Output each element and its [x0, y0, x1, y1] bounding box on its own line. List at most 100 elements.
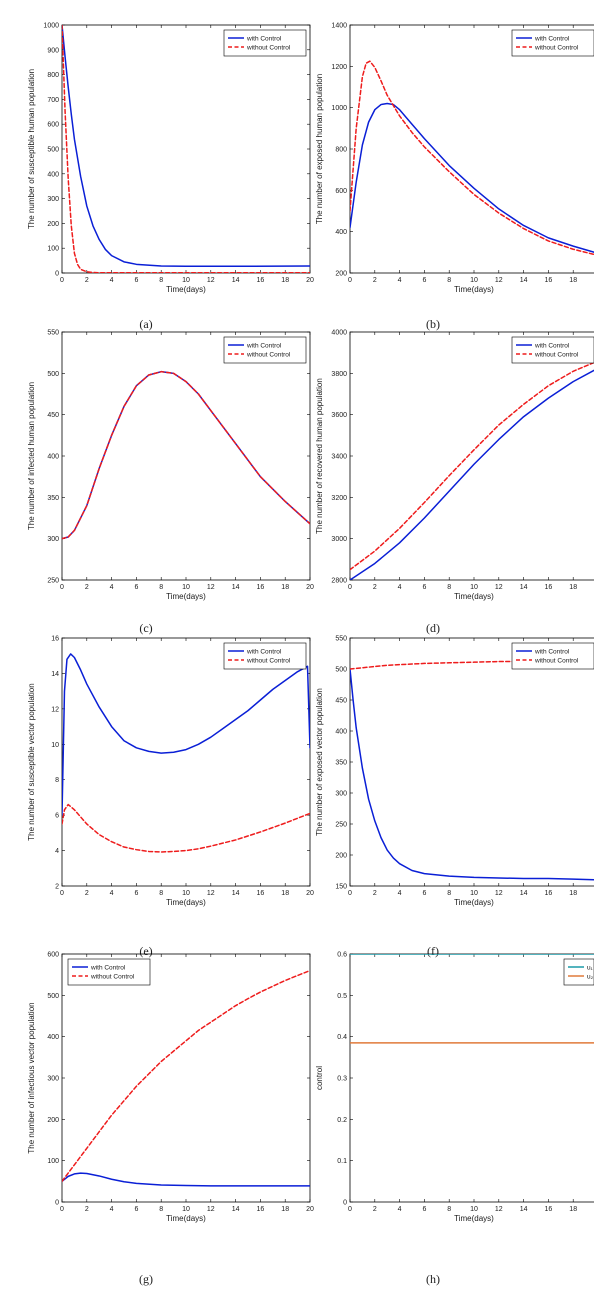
x-tick-label: 2 — [85, 277, 89, 284]
y-tick-label: 800 — [47, 72, 59, 79]
series-line-1 — [62, 370, 310, 540]
x-tick-label: 8 — [447, 890, 451, 897]
y-tick-label: 550 — [47, 330, 59, 337]
y-tick-label: 400 — [335, 729, 347, 736]
x-tick-label: 4 — [110, 277, 114, 284]
legend: u₁ u₂ — [563, 958, 594, 986]
legend: with Control without Control — [223, 29, 307, 57]
x-tick-label: 10 — [470, 277, 478, 284]
plot-frame — [61, 24, 311, 274]
x-tick-label: 4 — [398, 277, 402, 284]
legend-box — [67, 958, 151, 986]
x-tick-label: 10 — [182, 1206, 190, 1213]
x-tick-label: 0 — [60, 277, 64, 284]
x-tick-label: 8 — [159, 1206, 163, 1213]
x-tick-label: 6 — [134, 584, 138, 591]
x-axis-label: Time(days) — [454, 898, 494, 907]
y-tick-label: 400 — [47, 454, 59, 461]
x-tick-label: 8 — [159, 277, 163, 284]
y-tick-label: 6 — [55, 813, 59, 820]
y-tick-label: 450 — [335, 698, 347, 705]
x-tick-label: 16 — [257, 890, 265, 897]
x-tick-label: 12 — [207, 277, 215, 284]
x-tick-label: 16 — [545, 1206, 553, 1213]
x-tick-label: 0 — [60, 1206, 64, 1213]
legend-label: with Control — [534, 342, 570, 349]
x-tick-label: 14 — [232, 1206, 240, 1213]
y-axis-label: The number of susceptible vector populat… — [27, 683, 36, 840]
x-tick-label: 16 — [545, 890, 553, 897]
series-line-1 — [350, 668, 594, 881]
x-tick-label: 10 — [182, 277, 190, 284]
x-tick-label: 2 — [373, 890, 377, 897]
x-tick-label: 4 — [398, 584, 402, 591]
y-tick-label: 300 — [47, 536, 59, 543]
x-tick-label: 18 — [281, 277, 289, 284]
x-tick-label: 0 — [348, 890, 352, 897]
x-tick-label: 6 — [134, 277, 138, 284]
y-tick-label: 0.3 — [337, 1076, 347, 1083]
legend-label: with Control — [90, 964, 126, 971]
y-tick-label: 8 — [55, 777, 59, 784]
legend-label: with Control — [246, 342, 282, 349]
x-tick-label: 14 — [520, 890, 528, 897]
y-tick-label: 200 — [335, 853, 347, 860]
x-tick-label: 12 — [495, 584, 503, 591]
x-tick-label: 18 — [281, 584, 289, 591]
y-tick-label: 500 — [47, 371, 59, 378]
x-tick-label: 6 — [422, 584, 426, 591]
legend-label: with Control — [534, 35, 570, 42]
y-tick-label: 500 — [335, 667, 347, 674]
y-tick-label: 0.6 — [337, 952, 347, 959]
panel-caption: (e) — [139, 944, 152, 958]
x-tick-label: 20 — [306, 277, 314, 284]
y-axis-label: The number of recovered human population — [315, 378, 324, 534]
legend-label: with Control — [246, 35, 282, 42]
y-tick-label: 350 — [47, 495, 59, 502]
x-tick-label: 2 — [85, 1206, 89, 1213]
y-tick-label: 350 — [335, 760, 347, 767]
x-tick-label: 20 — [306, 890, 314, 897]
x-tick-label: 6 — [422, 1206, 426, 1213]
y-tick-label: 0 — [55, 271, 59, 278]
x-tick-label: 10 — [470, 1206, 478, 1213]
x-tick-label: 0 — [348, 1206, 352, 1213]
x-tick-label: 18 — [569, 277, 577, 284]
x-tick-label: 18 — [569, 584, 577, 591]
y-tick-label: 10 — [51, 742, 59, 749]
y-tick-label: 600 — [47, 122, 59, 129]
legend-box — [511, 642, 594, 670]
x-tick-label: 4 — [398, 890, 402, 897]
y-tick-label: 1400 — [331, 23, 347, 30]
y-tick-label: 250 — [335, 822, 347, 829]
x-tick-label: 2 — [85, 584, 89, 591]
x-tick-label: 18 — [569, 890, 577, 897]
x-tick-label: 10 — [470, 890, 478, 897]
y-tick-label: 300 — [47, 196, 59, 203]
x-tick-label: 2 — [373, 1206, 377, 1213]
y-axis-label: The number of infected human population — [27, 382, 36, 530]
x-tick-label: 8 — [447, 584, 451, 591]
y-tick-label: 700 — [47, 97, 59, 104]
x-axis-label: Time(days) — [454, 592, 494, 601]
panel-caption: (d) — [426, 621, 440, 635]
y-tick-label: 200 — [335, 271, 347, 278]
x-tick-label: 16 — [257, 1206, 265, 1213]
y-tick-label: 1200 — [331, 64, 347, 71]
series-line-1 — [350, 369, 594, 580]
x-tick-label: 6 — [422, 277, 426, 284]
chart-panel-8: 0246810121416182000.10.20.30.40.50.6Time… — [315, 952, 594, 1286]
x-tick-label: 14 — [232, 277, 240, 284]
panel-caption: (f) — [427, 944, 439, 958]
panel-caption: (b) — [426, 317, 440, 331]
chart-panel-5: 0 2 4 6 8 10 12 14 16 18 20246810121416Time(days)T… — [27, 636, 314, 959]
y-tick-label: 100 — [47, 1158, 59, 1165]
panel-caption: (a) — [139, 317, 152, 331]
y-tick-label: 500 — [47, 993, 59, 1000]
x-tick-label: 6 — [422, 890, 426, 897]
x-tick-label: 8 — [447, 277, 451, 284]
series-line-1 — [62, 25, 310, 268]
x-tick-label: 8 — [159, 584, 163, 591]
y-tick-label: 0.4 — [337, 1034, 347, 1041]
